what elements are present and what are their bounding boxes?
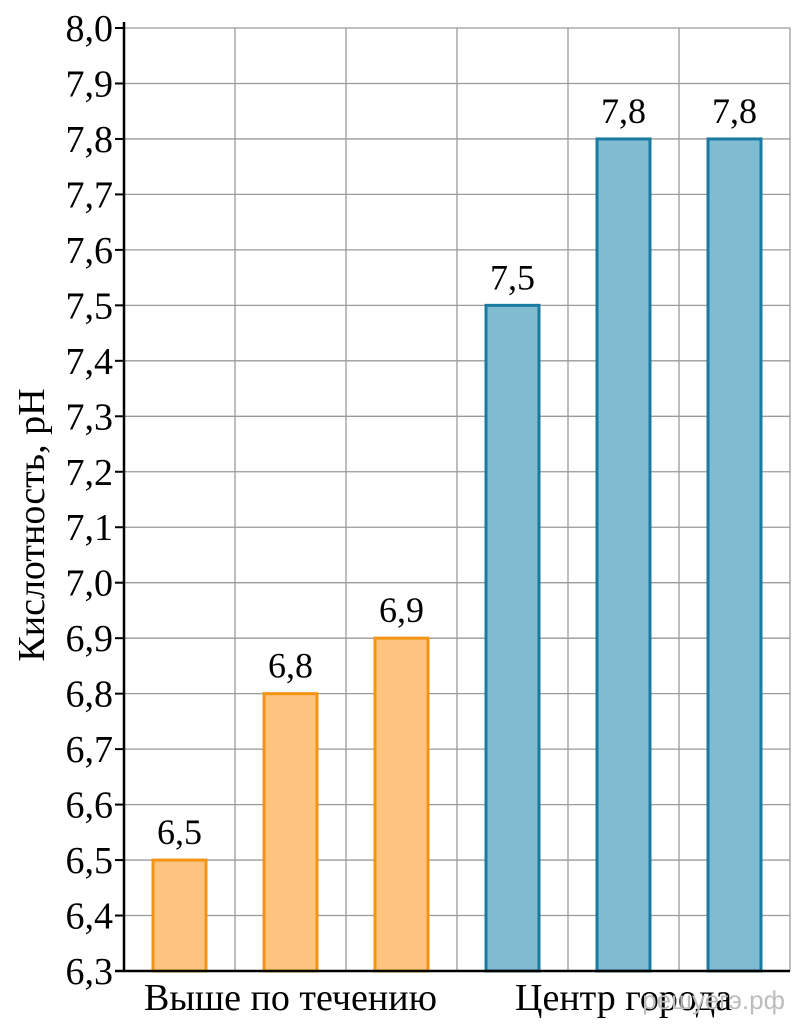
y-tick-label: 7,9 (66, 63, 114, 105)
y-tick-label: 6,7 (66, 729, 114, 771)
bar (484, 303, 541, 973)
bar (262, 692, 319, 973)
data-label: 6,5 (157, 812, 202, 852)
y-tick-labels: 6,3 6,4 6,5 6,6 6,7 6,8 6,9 7,0 7,1 7,2 7,3 7,4 7,5 7… (66, 8, 114, 993)
y-tick-label: 6,9 (66, 618, 114, 660)
y-axis-title: Кислотность, pH (11, 388, 53, 661)
y-tick-label: 7,3 (66, 396, 114, 438)
data-label: 6,9 (379, 590, 424, 630)
y-tick-label: 6,3 (66, 951, 114, 993)
group-label: Выше по течению (144, 977, 437, 1019)
y-tick-label: 6,8 (66, 674, 114, 716)
bar (151, 858, 208, 973)
y-tick-label: 7,1 (66, 507, 114, 549)
y-tick-label: 7,0 (66, 563, 114, 605)
axes (115, 22, 790, 973)
bars (151, 137, 763, 973)
y-tick-label: 7,4 (66, 341, 114, 383)
data-label: 7,8 (601, 91, 646, 131)
y-tick-label: 7,5 (66, 285, 114, 327)
grid (124, 27, 791, 971)
group-label: Центр города (515, 977, 732, 1019)
bar (373, 636, 430, 973)
watermark: решуегэ.рф (642, 985, 785, 1015)
y-tick-label: 6,4 (66, 896, 114, 938)
data-label: 7,5 (490, 257, 535, 297)
y-tick-label: 7,2 (66, 452, 114, 494)
y-tick-label: 6,5 (66, 840, 114, 882)
y-tick-label: 7,6 (66, 230, 114, 272)
data-label: 6,8 (268, 646, 313, 686)
bar (706, 137, 763, 973)
data-label: 7,8 (712, 91, 757, 131)
group-labels: Выше по течению Центр города (144, 977, 732, 1019)
y-tick-label: 8,0 (66, 8, 114, 50)
data-labels: 6,5 6,8 6,9 7,5 7,8 7,8 (157, 91, 757, 852)
bar (595, 137, 652, 973)
y-tick-label: 7,7 (66, 174, 114, 216)
y-tick-label: 6,6 (66, 785, 114, 827)
y-tick-label: 7,8 (66, 119, 114, 161)
